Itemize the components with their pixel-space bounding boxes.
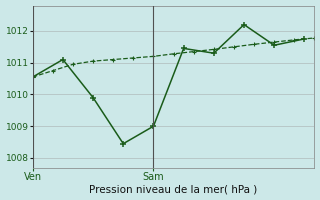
X-axis label: Pression niveau de la mer( hPa ): Pression niveau de la mer( hPa ) [90,184,258,194]
